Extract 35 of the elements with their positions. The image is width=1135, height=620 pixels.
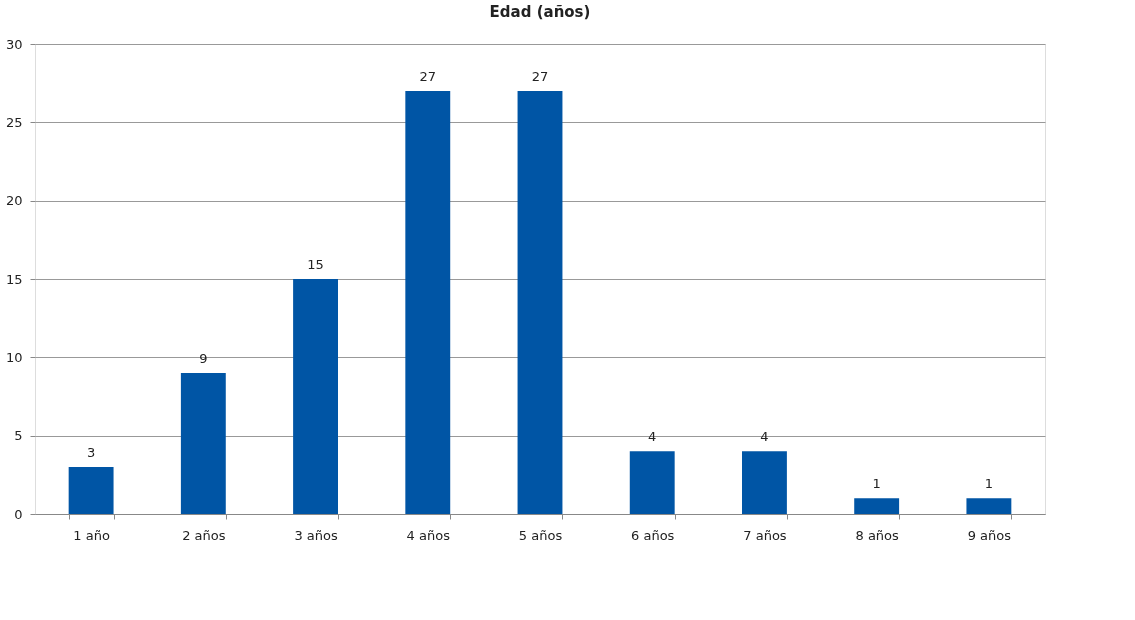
data-label: 1 (872, 476, 881, 492)
data-label: 1 (984, 476, 994, 492)
bar (293, 279, 338, 514)
y-tick-label: 5 (14, 428, 23, 444)
bar (517, 91, 563, 514)
bar (629, 451, 675, 514)
data-label: 15 (307, 257, 324, 272)
x-tick-label: 7 años (743, 527, 787, 543)
y-tick-label: 20 (5, 193, 23, 209)
y-tick-label: 30 (5, 36, 23, 52)
x-tick-label: 2 años (182, 527, 226, 543)
bar (742, 451, 787, 514)
data-label: 27 (419, 69, 437, 84)
y-tick-label: 25 (5, 114, 23, 130)
y-tick-label: 0 (14, 506, 23, 522)
x-tick-label: 4 años (406, 527, 451, 543)
bar (405, 91, 451, 514)
x-tick-label: 6 años (631, 527, 675, 543)
y-tick-label: 10 (5, 349, 23, 365)
x-tick-label: 3 años (294, 527, 338, 543)
data-label: 4 (760, 429, 769, 445)
y-tick-label: 15 (5, 271, 23, 287)
data-label: 27 (531, 69, 549, 84)
bar (180, 373, 226, 514)
x-tick-label: 5 años (518, 527, 563, 543)
x-tick-label: 8 años (855, 527, 900, 543)
data-label: 9 (199, 351, 208, 366)
bar (854, 498, 900, 514)
x-tick-label: 9 años (967, 527, 1012, 543)
bar (966, 498, 1012, 514)
data-label: 4 (648, 429, 657, 445)
data-label: 3 (86, 445, 96, 460)
bar (68, 467, 114, 514)
x-tick-label: 1 año (73, 527, 110, 543)
chart-title: Edad (años) (489, 3, 591, 21)
